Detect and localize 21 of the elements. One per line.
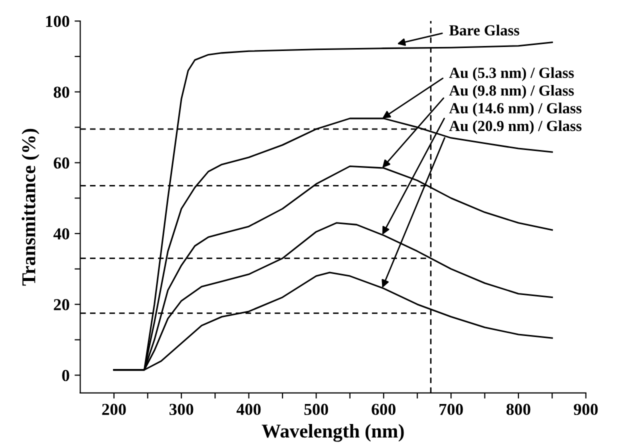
text: Au (9.8 nm) / Glass <box>449 84 574 99</box>
y-axis-title: Transmittance (%) <box>22 128 40 286</box>
x-tick-label: 900 <box>574 404 598 416</box>
x-tick-label: 200 <box>102 404 126 416</box>
text: Au (5.3 nm) / Glass <box>449 67 574 82</box>
x-tick-label: 400 <box>236 404 261 416</box>
legend-label: Bare Glass <box>449 24 520 36</box>
y-tick-label: 40 <box>53 228 70 240</box>
x-tick-label: 700 <box>439 404 463 416</box>
x-tick-label: 300 <box>170 404 194 416</box>
y-tick-label: 100 <box>46 16 70 28</box>
x-tick-label: 600 <box>372 404 396 416</box>
y-tick-label: 20 <box>54 299 70 310</box>
y-tick-label: 80 <box>54 86 70 98</box>
x-axis-title: Wavelength (nm) <box>262 424 404 442</box>
y-tick-label: 0 <box>62 370 70 382</box>
x-tick-label: 800 <box>506 404 530 416</box>
text: Au (20.9 nm) / Glass <box>449 120 582 134</box>
x-tick-label: 500 <box>304 404 328 416</box>
text: Au (14.6 nm) / Glass <box>449 102 582 117</box>
y-tick-label: 60 <box>54 157 70 169</box>
